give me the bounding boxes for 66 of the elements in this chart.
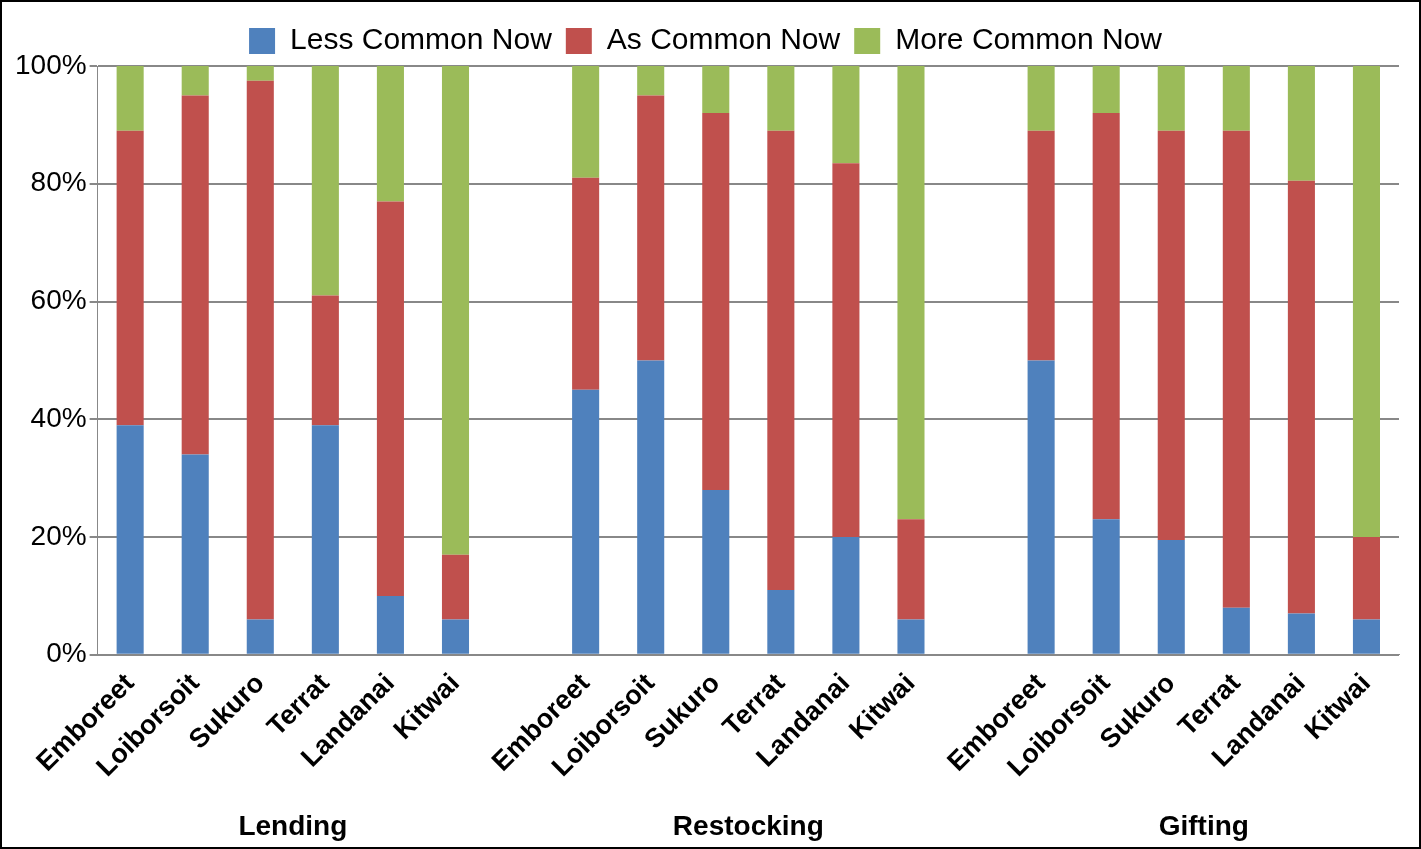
bar (1352, 619, 1380, 654)
bar (376, 595, 404, 654)
bar (897, 519, 925, 620)
bar (246, 80, 274, 620)
bar (376, 66, 404, 202)
bar (1352, 537, 1380, 620)
legend-label: Less Common Now (290, 22, 553, 56)
bar (572, 66, 600, 178)
y-tick-label: 0% (46, 637, 87, 669)
bar (1157, 66, 1185, 131)
bar (311, 295, 339, 426)
bar (897, 66, 925, 520)
text: Restocking (672, 810, 824, 841)
y-tick-label: 60% (30, 284, 87, 316)
bar (376, 201, 404, 596)
bar (1157, 539, 1185, 654)
bar (702, 66, 730, 114)
bar (1027, 130, 1055, 361)
bar (246, 619, 274, 654)
legend-label: More Common Now (895, 22, 1163, 56)
bar (897, 619, 925, 654)
bar (1287, 180, 1315, 614)
bar (311, 425, 339, 654)
y-tick-label: 100% (14, 48, 87, 80)
bar (181, 66, 209, 96)
y-tick-label: 80% (30, 166, 87, 198)
bar (1027, 360, 1055, 654)
bar (1222, 130, 1250, 608)
bar (1287, 613, 1315, 654)
bar (1222, 66, 1250, 131)
bar (832, 66, 860, 164)
bar (246, 66, 274, 81)
bar (702, 113, 730, 490)
bar (311, 66, 339, 296)
bar (1352, 66, 1380, 538)
bar (1092, 66, 1120, 114)
bar (1027, 66, 1055, 131)
bar (832, 537, 860, 654)
bar (1157, 130, 1185, 540)
bar (116, 130, 144, 426)
bar (181, 95, 209, 455)
bar (637, 360, 665, 654)
bar (116, 66, 144, 131)
bar (702, 489, 730, 654)
bar (572, 177, 600, 390)
y-tick-label: 40% (30, 401, 87, 433)
bar (1092, 519, 1120, 654)
bar (1222, 607, 1250, 654)
bar (441, 619, 470, 654)
bar (1092, 113, 1120, 520)
bar (767, 66, 795, 131)
bar (832, 163, 860, 538)
text: Gifting (1158, 810, 1249, 841)
text: Lending (238, 810, 348, 841)
legend-label: As Common Now (606, 22, 841, 56)
bar (572, 389, 600, 654)
bar (181, 454, 209, 654)
bar (767, 130, 795, 590)
bar (767, 590, 795, 654)
bar (441, 66, 470, 555)
bar (637, 66, 665, 96)
bar (637, 95, 665, 361)
bar (1287, 66, 1315, 181)
bar (441, 554, 470, 620)
bar (116, 425, 144, 654)
y-tick-label: 20% (30, 519, 87, 551)
